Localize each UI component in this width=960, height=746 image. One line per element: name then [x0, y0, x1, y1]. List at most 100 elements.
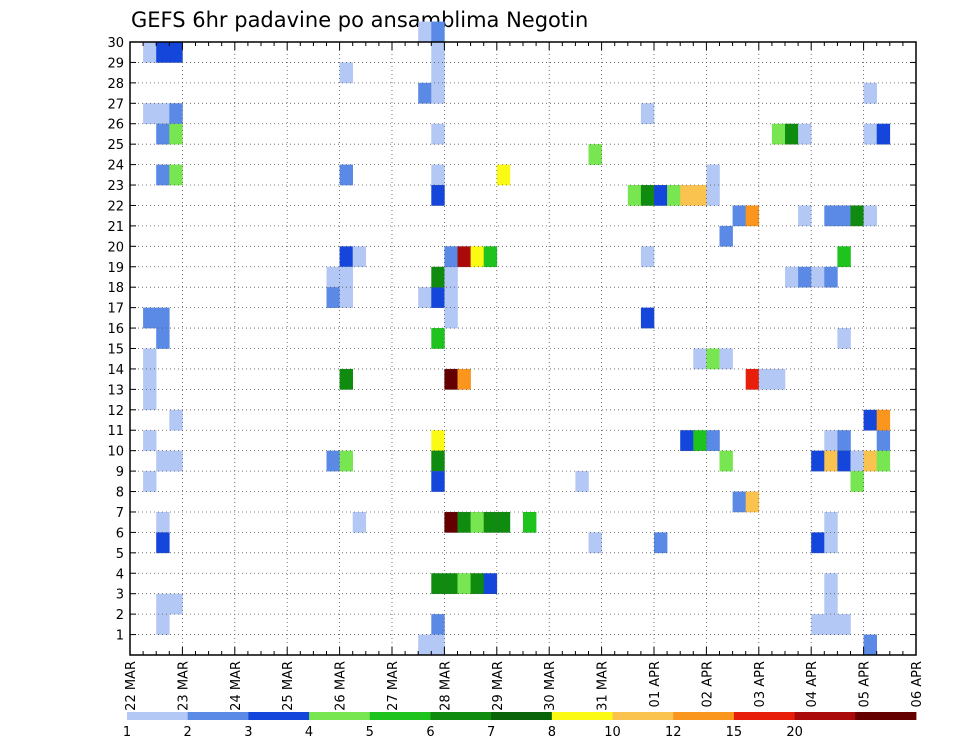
y-tick-label: 22 [107, 199, 124, 214]
y-tick-label: 26 [107, 118, 124, 133]
heatmap-cell [640, 185, 655, 206]
colorbar-label: 12 [665, 725, 682, 740]
heatmap-cell [876, 123, 891, 145]
heatmap-cell [156, 164, 170, 186]
colorbar-label: 4 [305, 725, 313, 740]
colorbar-swatch [369, 712, 431, 720]
heatmap-cell [352, 246, 367, 268]
heatmap-cell [837, 246, 851, 268]
heatmap-cell [339, 246, 353, 268]
heatmap-cell [785, 266, 799, 288]
heatmap-cell [339, 450, 353, 472]
heatmap-cell [798, 266, 812, 288]
y-tick-label: 8 [116, 486, 124, 501]
y-tick-label: 27 [107, 97, 124, 112]
heatmap-cell [627, 185, 642, 206]
heatmap-cell [431, 634, 445, 656]
heatmap-cell [431, 185, 445, 206]
heatmap-cell [418, 21, 432, 43]
heatmap-cell [444, 307, 458, 329]
heatmap-cell [771, 368, 786, 390]
heatmap-cell [824, 614, 838, 635]
heatmap-cell [431, 123, 445, 145]
heatmap-cell [824, 450, 838, 472]
heatmap-cell [640, 246, 655, 268]
heatmap-cell [418, 287, 432, 308]
heatmap-cell [352, 511, 367, 533]
heatmap-cell [431, 573, 445, 594]
heatmap-cell [169, 103, 183, 125]
y-tick-label: 21 [107, 220, 124, 235]
y-tick-label: 20 [107, 240, 124, 255]
heatmap-cell [706, 348, 720, 370]
y-tick-label: 25 [107, 138, 124, 153]
heatmap-cell [863, 634, 877, 656]
heatmap-cell [169, 123, 183, 145]
heatmap-cell [431, 82, 445, 104]
heatmap-cell [837, 614, 851, 635]
heatmap-cell [483, 246, 498, 268]
heatmap-cell [156, 42, 170, 63]
heatmap-cell [431, 471, 445, 492]
x-tick-label: 27 MAR [386, 661, 401, 711]
colorbar-label: 5 [366, 725, 374, 740]
heatmap-cell [640, 307, 655, 329]
heatmap-cell [811, 532, 825, 554]
y-tick-label: 29 [107, 56, 124, 71]
heatmap-cell [169, 409, 183, 431]
heatmap-cell [693, 348, 707, 370]
y-tick-label: 9 [116, 465, 124, 480]
colorbar-swatch [491, 712, 553, 720]
heatmap-cell [457, 511, 471, 533]
heatmap-cell [431, 21, 445, 43]
cells-layer [143, 21, 891, 656]
heatmap-cell [457, 246, 471, 268]
heatmap-cell [143, 348, 157, 370]
heatmap-cell [706, 430, 720, 451]
y-tick-label: 3 [116, 588, 124, 603]
colorbar-swatch [187, 712, 249, 720]
heatmap-cell [143, 103, 157, 125]
heatmap-cell [719, 348, 733, 370]
heatmap-cell [156, 328, 170, 349]
heatmap-cell [143, 42, 157, 63]
x-tick-label: 25 MAR [281, 661, 296, 711]
x-tick-label: 05 APR [858, 661, 873, 707]
heatmap-cell [654, 185, 668, 206]
heatmap-cell [143, 389, 157, 411]
heatmap-cell [745, 205, 760, 227]
heatmap-cell [824, 511, 838, 533]
heatmap-cell [444, 246, 458, 268]
y-tick-label: 15 [107, 343, 124, 358]
heatmap-cell [156, 532, 170, 554]
heatmap-cell [169, 42, 183, 63]
colorbar-swatch [248, 712, 310, 720]
heatmap-cell [876, 430, 891, 451]
heatmap-cell [798, 205, 812, 227]
heatmap-cell [575, 471, 589, 492]
heatmap-cell [719, 450, 733, 472]
heatmap-cell [588, 532, 602, 554]
heatmap-cell [758, 368, 773, 390]
heatmap-cell [837, 430, 851, 451]
heatmap-cell [837, 205, 851, 227]
heatmap-cell [418, 634, 432, 656]
heatmap-cell [444, 368, 458, 390]
heatmap-cell [863, 123, 877, 145]
y-tick-label: 23 [107, 179, 124, 194]
heatmap-cell [824, 593, 838, 615]
heatmap-cell [339, 62, 353, 84]
heatmap-cell [745, 368, 760, 390]
x-tick-label: 01 APR [648, 661, 663, 707]
x-tick-label: 06 APR [910, 661, 925, 707]
heatmap-cell [850, 205, 864, 227]
colorbar-label: 15 [726, 725, 743, 740]
heatmap-cell [693, 185, 707, 206]
heatmap-cell [431, 328, 445, 349]
heatmap-cell [470, 246, 484, 268]
heatmap-cell [824, 205, 838, 227]
heatmap-cell [431, 614, 445, 635]
heatmap-cell [824, 573, 838, 594]
x-tick-label: 04 APR [805, 661, 820, 707]
